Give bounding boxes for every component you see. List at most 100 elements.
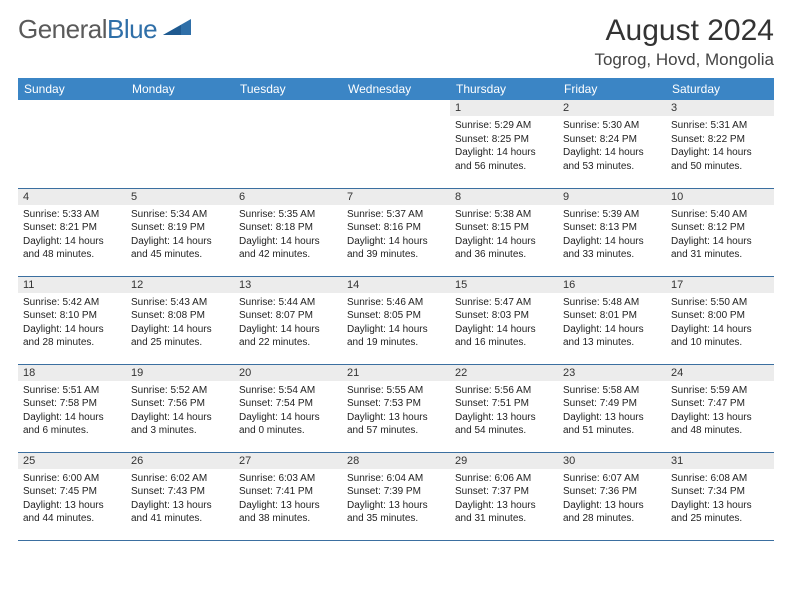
day-detail: Sunrise: 5:43 AMSunset: 8:08 PMDaylight:…: [126, 293, 234, 353]
day-number: 2: [558, 100, 666, 116]
calendar-cell: ..: [234, 100, 342, 188]
calendar-cell: 23Sunrise: 5:58 AMSunset: 7:49 PMDayligh…: [558, 364, 666, 452]
day-number: 3: [666, 100, 774, 116]
calendar-cell: 1Sunrise: 5:29 AMSunset: 8:25 PMDaylight…: [450, 100, 558, 188]
day-number: 20: [234, 365, 342, 381]
calendar-cell: 3Sunrise: 5:31 AMSunset: 8:22 PMDaylight…: [666, 100, 774, 188]
calendar-cell: 29Sunrise: 6:06 AMSunset: 7:37 PMDayligh…: [450, 452, 558, 540]
day-number: 12: [126, 277, 234, 293]
day-detail: Sunrise: 5:47 AMSunset: 8:03 PMDaylight:…: [450, 293, 558, 353]
calendar-cell: 16Sunrise: 5:48 AMSunset: 8:01 PMDayligh…: [558, 276, 666, 364]
day-number: 15: [450, 277, 558, 293]
day-number: 25: [18, 453, 126, 469]
day-number: 16: [558, 277, 666, 293]
calendar-cell: 24Sunrise: 5:59 AMSunset: 7:47 PMDayligh…: [666, 364, 774, 452]
day-detail: Sunrise: 6:06 AMSunset: 7:37 PMDaylight:…: [450, 469, 558, 529]
day-detail: Sunrise: 5:59 AMSunset: 7:47 PMDaylight:…: [666, 381, 774, 441]
day-number: 11: [18, 277, 126, 293]
calendar-cell: ..: [126, 100, 234, 188]
day-detail: Sunrise: 6:00 AMSunset: 7:45 PMDaylight:…: [18, 469, 126, 529]
day-detail: Sunrise: 5:29 AMSunset: 8:25 PMDaylight:…: [450, 116, 558, 176]
day-detail: Sunrise: 5:48 AMSunset: 8:01 PMDaylight:…: [558, 293, 666, 353]
calendar-cell: 2Sunrise: 5:30 AMSunset: 8:24 PMDaylight…: [558, 100, 666, 188]
logo-text-blue: Blue: [107, 14, 157, 44]
day-header: Sunday: [18, 78, 126, 100]
day-number: 28: [342, 453, 450, 469]
day-number: 6: [234, 189, 342, 205]
calendar-cell: 31Sunrise: 6:08 AMSunset: 7:34 PMDayligh…: [666, 452, 774, 540]
month-title: August 2024: [594, 14, 774, 48]
calendar-cell: 11Sunrise: 5:42 AMSunset: 8:10 PMDayligh…: [18, 276, 126, 364]
calendar-cell: 26Sunrise: 6:02 AMSunset: 7:43 PMDayligh…: [126, 452, 234, 540]
calendar-cell: 22Sunrise: 5:56 AMSunset: 7:51 PMDayligh…: [450, 364, 558, 452]
day-number: 31: [666, 453, 774, 469]
day-header: Tuesday: [234, 78, 342, 100]
calendar-cell: 9Sunrise: 5:39 AMSunset: 8:13 PMDaylight…: [558, 188, 666, 276]
calendar-cell: 12Sunrise: 5:43 AMSunset: 8:08 PMDayligh…: [126, 276, 234, 364]
day-number: 13: [234, 277, 342, 293]
day-detail: Sunrise: 5:37 AMSunset: 8:16 PMDaylight:…: [342, 205, 450, 265]
day-detail: Sunrise: 5:42 AMSunset: 8:10 PMDaylight:…: [18, 293, 126, 353]
calendar-cell: 15Sunrise: 5:47 AMSunset: 8:03 PMDayligh…: [450, 276, 558, 364]
day-number: 8: [450, 189, 558, 205]
day-number: 14: [342, 277, 450, 293]
day-detail: Sunrise: 6:08 AMSunset: 7:34 PMDaylight:…: [666, 469, 774, 529]
calendar-cell: 7Sunrise: 5:37 AMSunset: 8:16 PMDaylight…: [342, 188, 450, 276]
day-detail: Sunrise: 5:52 AMSunset: 7:56 PMDaylight:…: [126, 381, 234, 441]
day-number: 19: [126, 365, 234, 381]
day-detail: Sunrise: 5:39 AMSunset: 8:13 PMDaylight:…: [558, 205, 666, 265]
calendar-cell: 6Sunrise: 5:35 AMSunset: 8:18 PMDaylight…: [234, 188, 342, 276]
day-header: Wednesday: [342, 78, 450, 100]
calendar-table: SundayMondayTuesdayWednesdayThursdayFrid…: [18, 78, 774, 541]
day-detail: Sunrise: 5:56 AMSunset: 7:51 PMDaylight:…: [450, 381, 558, 441]
day-header: Saturday: [666, 78, 774, 100]
day-detail: Sunrise: 6:07 AMSunset: 7:36 PMDaylight:…: [558, 469, 666, 529]
calendar-cell: 14Sunrise: 5:46 AMSunset: 8:05 PMDayligh…: [342, 276, 450, 364]
day-number: 5: [126, 189, 234, 205]
day-number: 17: [666, 277, 774, 293]
logo-text-general: General: [18, 14, 107, 44]
day-number: 4: [18, 189, 126, 205]
calendar-cell: 13Sunrise: 5:44 AMSunset: 8:07 PMDayligh…: [234, 276, 342, 364]
calendar-cell: 28Sunrise: 6:04 AMSunset: 7:39 PMDayligh…: [342, 452, 450, 540]
day-number: 21: [342, 365, 450, 381]
day-number: 22: [450, 365, 558, 381]
day-detail: Sunrise: 5:58 AMSunset: 7:49 PMDaylight:…: [558, 381, 666, 441]
day-header: Monday: [126, 78, 234, 100]
day-detail: Sunrise: 6:02 AMSunset: 7:43 PMDaylight:…: [126, 469, 234, 529]
calendar-cell: ..: [342, 100, 450, 188]
day-detail: Sunrise: 5:33 AMSunset: 8:21 PMDaylight:…: [18, 205, 126, 265]
day-detail: Sunrise: 5:54 AMSunset: 7:54 PMDaylight:…: [234, 381, 342, 441]
day-number: 10: [666, 189, 774, 205]
day-detail: Sunrise: 5:40 AMSunset: 8:12 PMDaylight:…: [666, 205, 774, 265]
day-header: Thursday: [450, 78, 558, 100]
calendar-cell: 27Sunrise: 6:03 AMSunset: 7:41 PMDayligh…: [234, 452, 342, 540]
day-number: 1: [450, 100, 558, 116]
day-number: 9: [558, 189, 666, 205]
day-number: 30: [558, 453, 666, 469]
calendar-cell: 25Sunrise: 6:00 AMSunset: 7:45 PMDayligh…: [18, 452, 126, 540]
day-detail: Sunrise: 5:46 AMSunset: 8:05 PMDaylight:…: [342, 293, 450, 353]
day-number: 26: [126, 453, 234, 469]
logo-triangle-icon: [163, 17, 193, 42]
calendar-cell: 10Sunrise: 5:40 AMSunset: 8:12 PMDayligh…: [666, 188, 774, 276]
day-detail: Sunrise: 5:30 AMSunset: 8:24 PMDaylight:…: [558, 116, 666, 176]
day-number: 18: [18, 365, 126, 381]
calendar-cell: 18Sunrise: 5:51 AMSunset: 7:58 PMDayligh…: [18, 364, 126, 452]
calendar-cell: 20Sunrise: 5:54 AMSunset: 7:54 PMDayligh…: [234, 364, 342, 452]
day-detail: Sunrise: 5:55 AMSunset: 7:53 PMDaylight:…: [342, 381, 450, 441]
day-number: 7: [342, 189, 450, 205]
day-detail: Sunrise: 5:51 AMSunset: 7:58 PMDaylight:…: [18, 381, 126, 441]
day-detail: Sunrise: 6:04 AMSunset: 7:39 PMDaylight:…: [342, 469, 450, 529]
day-detail: Sunrise: 5:35 AMSunset: 8:18 PMDaylight:…: [234, 205, 342, 265]
calendar-cell: 30Sunrise: 6:07 AMSunset: 7:36 PMDayligh…: [558, 452, 666, 540]
calendar-cell: 4Sunrise: 5:33 AMSunset: 8:21 PMDaylight…: [18, 188, 126, 276]
day-detail: Sunrise: 5:34 AMSunset: 8:19 PMDaylight:…: [126, 205, 234, 265]
day-number: 24: [666, 365, 774, 381]
day-header: Friday: [558, 78, 666, 100]
day-number: 27: [234, 453, 342, 469]
logo: GeneralBlue: [18, 14, 193, 45]
calendar-cell: 19Sunrise: 5:52 AMSunset: 7:56 PMDayligh…: [126, 364, 234, 452]
day-detail: Sunrise: 5:44 AMSunset: 8:07 PMDaylight:…: [234, 293, 342, 353]
day-detail: Sunrise: 5:50 AMSunset: 8:00 PMDaylight:…: [666, 293, 774, 353]
